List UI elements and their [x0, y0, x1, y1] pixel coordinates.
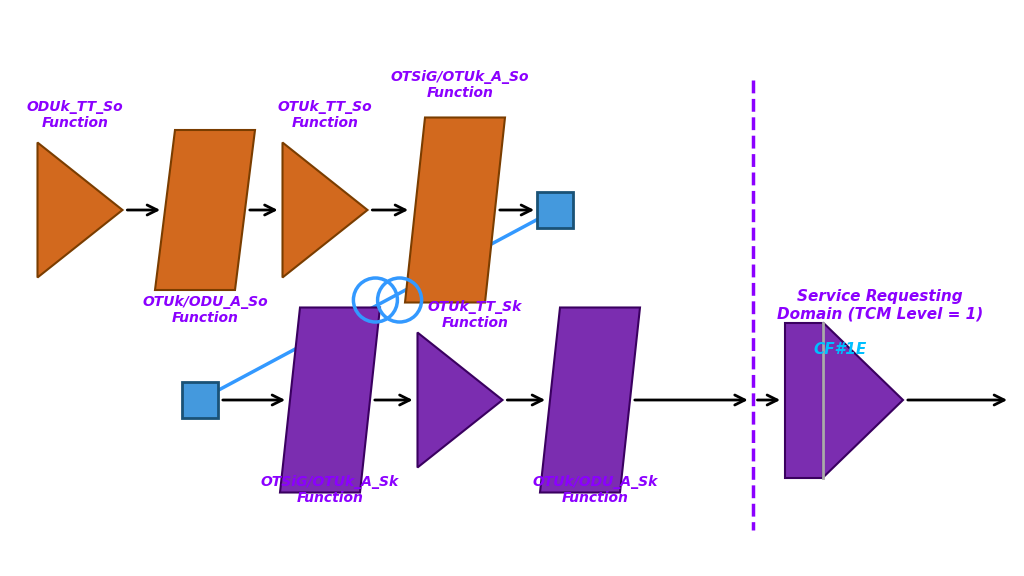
Bar: [182, 382, 218, 418]
Text: OTUk/ODU_A_Sk
Function: OTUk/ODU_A_Sk Function: [532, 475, 657, 505]
Text: OTSiG/OTUk_A_So
Function: OTSiG/OTUk_A_So Function: [391, 70, 529, 100]
Text: OTSiG/OTUk_A_Sk
Function: OTSiG/OTUk_A_Sk Function: [261, 475, 399, 505]
Text: OTUk_TT_Sk
Function: OTUk_TT_Sk Function: [428, 300, 522, 330]
Polygon shape: [283, 142, 368, 278]
Bar: [537, 192, 573, 228]
Polygon shape: [280, 308, 380, 492]
Text: Service Requesting
Domain (TCM Level = 1): Service Requesting Domain (TCM Level = 1…: [777, 289, 983, 321]
Polygon shape: [38, 142, 123, 278]
Polygon shape: [540, 308, 640, 492]
Bar: [785, 323, 823, 478]
Polygon shape: [406, 118, 505, 302]
Polygon shape: [155, 130, 255, 290]
Text: OTUk/ODU_A_So
Function: OTUk/ODU_A_So Function: [142, 295, 268, 325]
Text: ODUk_TT_So
Function: ODUk_TT_So Function: [27, 100, 123, 130]
Polygon shape: [823, 323, 903, 478]
Text: OTUk_TT_So
Function: OTUk_TT_So Function: [278, 100, 373, 130]
Text: CF#1E: CF#1E: [813, 343, 866, 358]
Polygon shape: [418, 332, 503, 468]
